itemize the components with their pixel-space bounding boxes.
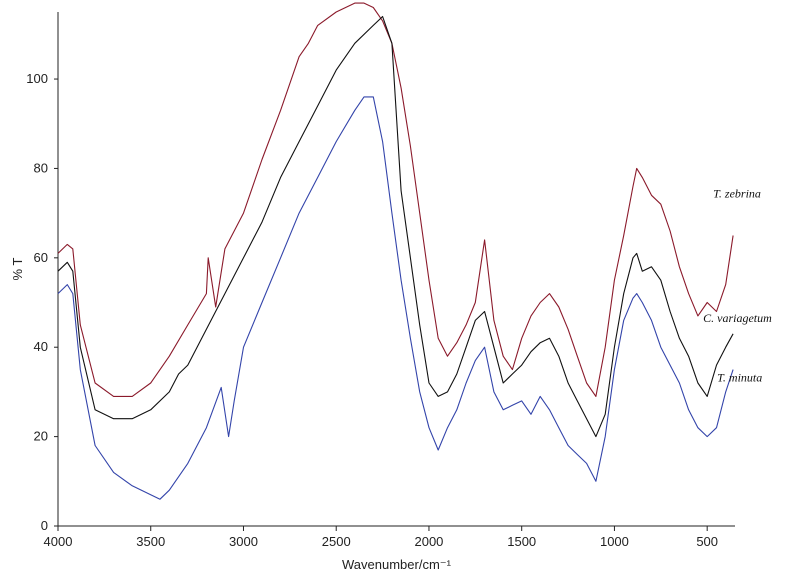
- series-line-c-variagetum: [57, 15, 734, 438]
- x-tick-label: 1500: [507, 534, 536, 549]
- y-axis-title: % T: [10, 258, 25, 281]
- y-tick-label: 0: [41, 518, 48, 533]
- x-axis-ticks: 4000 3500 3000 2500 2000 1500 1000 500: [44, 526, 718, 549]
- series-line-t-zebrina: [57, 2, 734, 397]
- x-axis-title: Wavenumber/cm⁻¹: [342, 557, 452, 572]
- series-label-t-zebrina: T. zebrina: [713, 186, 761, 200]
- series-line-t-minuta: [57, 96, 734, 500]
- y-tick-label: 20: [34, 429, 48, 444]
- y-tick-label: 80: [34, 160, 48, 175]
- x-tick-label: 3500: [136, 534, 165, 549]
- series-lines: [57, 2, 734, 500]
- x-tick-label: 500: [696, 534, 718, 549]
- x-tick-label: 4000: [44, 534, 73, 549]
- y-tick-label: 60: [34, 250, 48, 265]
- x-tick-label: 3000: [229, 534, 258, 549]
- x-tick-label: 1000: [600, 534, 629, 549]
- series-labels: T. zebrina C. variagetum T. minuta: [703, 186, 772, 384]
- y-tick-label: 40: [34, 339, 48, 354]
- y-axis-ticks: 0 20 40 60 80 100: [26, 71, 58, 533]
- y-tick-label: 100: [26, 71, 48, 86]
- series-label-t-minuta: T. minuta: [717, 371, 762, 385]
- x-tick-label: 2000: [414, 534, 443, 549]
- x-tick-label: 2500: [322, 534, 351, 549]
- series-label-c-variagetum: C. variagetum: [703, 311, 772, 325]
